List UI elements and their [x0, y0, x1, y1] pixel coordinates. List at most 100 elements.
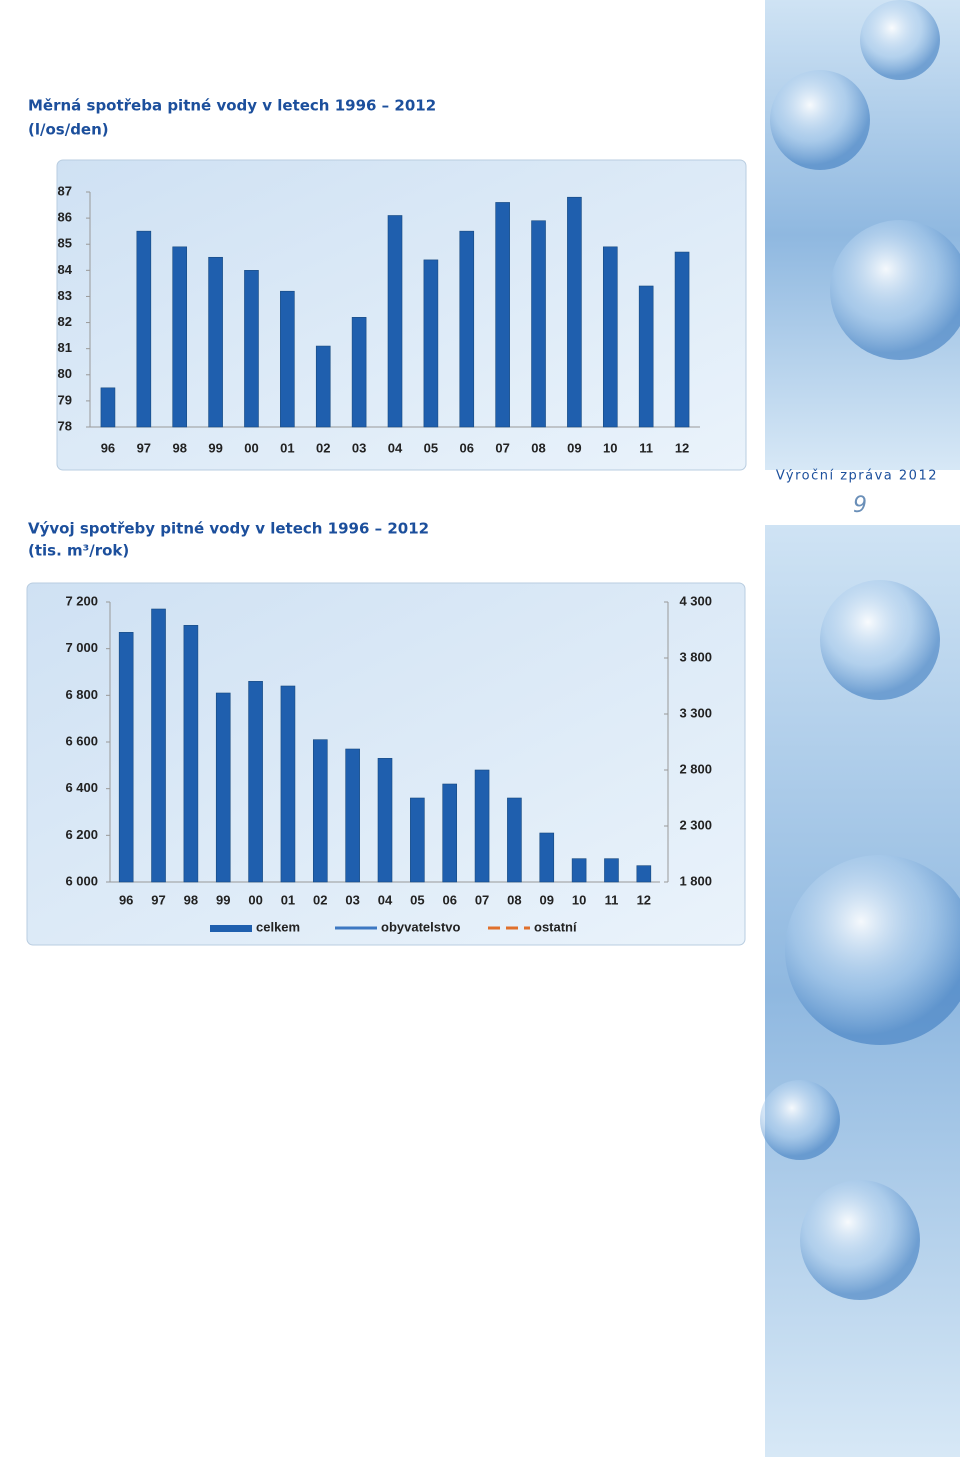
y-tick-label: 86 — [58, 210, 72, 225]
bar — [151, 608, 166, 883]
y2-tick-label: 1 800 — [679, 873, 712, 888]
x-tick-label: 02 — [313, 892, 327, 907]
y-tick-label: 7 000 — [65, 640, 98, 655]
bar — [459, 230, 475, 428]
x-tick-label: 97 — [137, 440, 151, 455]
x-tick-label: 02 — [316, 440, 330, 455]
legend-label: ostatní — [534, 919, 577, 934]
bar — [442, 783, 458, 883]
x-tick-label: 04 — [378, 892, 393, 907]
x-tick-label: 01 — [280, 440, 294, 455]
y2-tick-label: 4 300 — [679, 593, 712, 608]
y-tick-label: 87 — [58, 183, 72, 198]
x-tick-label: 98 — [172, 440, 186, 455]
bar — [495, 202, 510, 428]
bar — [571, 858, 587, 883]
x-tick-label: 07 — [475, 892, 489, 907]
legend-label: obyvatelstvo — [381, 919, 461, 934]
legend-label: celkem — [256, 919, 300, 934]
bar — [172, 246, 188, 428]
y-tick-label: 78 — [58, 418, 72, 433]
y-tick-label: 6 800 — [65, 687, 98, 702]
bar — [507, 797, 522, 883]
x-tick-label: 06 — [442, 892, 456, 907]
chart-subtitle: (l/os/den) — [28, 121, 109, 139]
y-tick-label: 80 — [58, 366, 72, 381]
bar — [423, 259, 439, 428]
y2-tick-label: 2 800 — [679, 761, 712, 776]
chart-subtitle: (tis. m³/rok) — [28, 542, 129, 560]
x-tick-label: 97 — [151, 892, 165, 907]
bar — [100, 387, 116, 428]
x-tick-label: 04 — [388, 440, 403, 455]
side-image — [760, 0, 960, 1457]
x-tick-label: 11 — [639, 440, 653, 455]
y-tick-label: 82 — [58, 314, 72, 329]
y-tick-label: 85 — [58, 236, 72, 251]
bar — [604, 858, 619, 883]
x-tick-label: 01 — [281, 892, 295, 907]
bar — [410, 797, 425, 883]
y2-tick-label: 3 300 — [679, 705, 712, 720]
x-tick-label: 99 — [208, 440, 222, 455]
x-tick-label: 96 — [119, 892, 133, 907]
bar — [136, 230, 152, 428]
x-tick-label: 03 — [352, 440, 366, 455]
bar — [183, 625, 199, 883]
x-tick-label: 07 — [495, 440, 509, 455]
page-number: 9 — [853, 493, 867, 518]
y-tick-label: 7 200 — [65, 593, 98, 608]
bar — [377, 758, 393, 883]
legend-swatch — [210, 925, 252, 932]
x-tick-label: 12 — [675, 440, 689, 455]
x-tick-label: 06 — [460, 440, 474, 455]
y-tick-label: 83 — [58, 288, 72, 303]
x-tick-label: 99 — [216, 892, 230, 907]
y2-tick-label: 3 800 — [679, 649, 712, 664]
bar — [602, 246, 618, 428]
x-tick-label: 12 — [637, 892, 651, 907]
bar — [244, 270, 259, 428]
x-tick-label: 09 — [540, 892, 554, 907]
bar — [636, 865, 652, 883]
bar — [531, 220, 546, 428]
y2-tick-label: 2 300 — [679, 817, 712, 832]
bar — [312, 739, 328, 883]
x-tick-label: 10 — [603, 440, 617, 455]
bar — [387, 215, 403, 428]
x-tick-label: 10 — [572, 892, 586, 907]
x-tick-label: 05 — [424, 440, 438, 455]
bar — [208, 256, 223, 428]
y-tick-label: 79 — [58, 392, 72, 407]
x-tick-label: 96 — [101, 440, 115, 455]
bar — [345, 748, 360, 883]
x-tick-label: 03 — [345, 892, 359, 907]
y-tick-label: 6 600 — [65, 733, 98, 748]
bar — [474, 769, 490, 883]
bar — [638, 285, 654, 428]
bar — [118, 632, 134, 883]
bar — [539, 832, 555, 883]
x-tick-label: 08 — [507, 892, 521, 907]
y-tick-label: 81 — [58, 340, 72, 355]
y-tick-label: 6 400 — [65, 780, 98, 795]
chart-title: Vývoj spotřeby pitné vody v letech 1996 … — [28, 520, 429, 538]
brand: Výroční zpráva 2012 — [776, 469, 938, 484]
x-tick-label: 09 — [567, 440, 581, 455]
bar — [674, 251, 690, 428]
x-tick-label: 00 — [248, 892, 262, 907]
x-tick-label: 00 — [244, 440, 258, 455]
y-tick-label: 6 000 — [65, 873, 98, 888]
x-tick-label: 05 — [410, 892, 424, 907]
y-tick-label: 6 200 — [65, 827, 98, 842]
bar — [315, 345, 331, 428]
bar — [567, 196, 582, 428]
x-tick-label: 11 — [605, 892, 619, 907]
chart-title: Měrná spotřeba pitné vody v letech 1996 … — [28, 97, 436, 115]
bar — [280, 685, 296, 883]
bar — [280, 290, 295, 428]
bar — [215, 692, 231, 883]
bar — [248, 681, 263, 883]
